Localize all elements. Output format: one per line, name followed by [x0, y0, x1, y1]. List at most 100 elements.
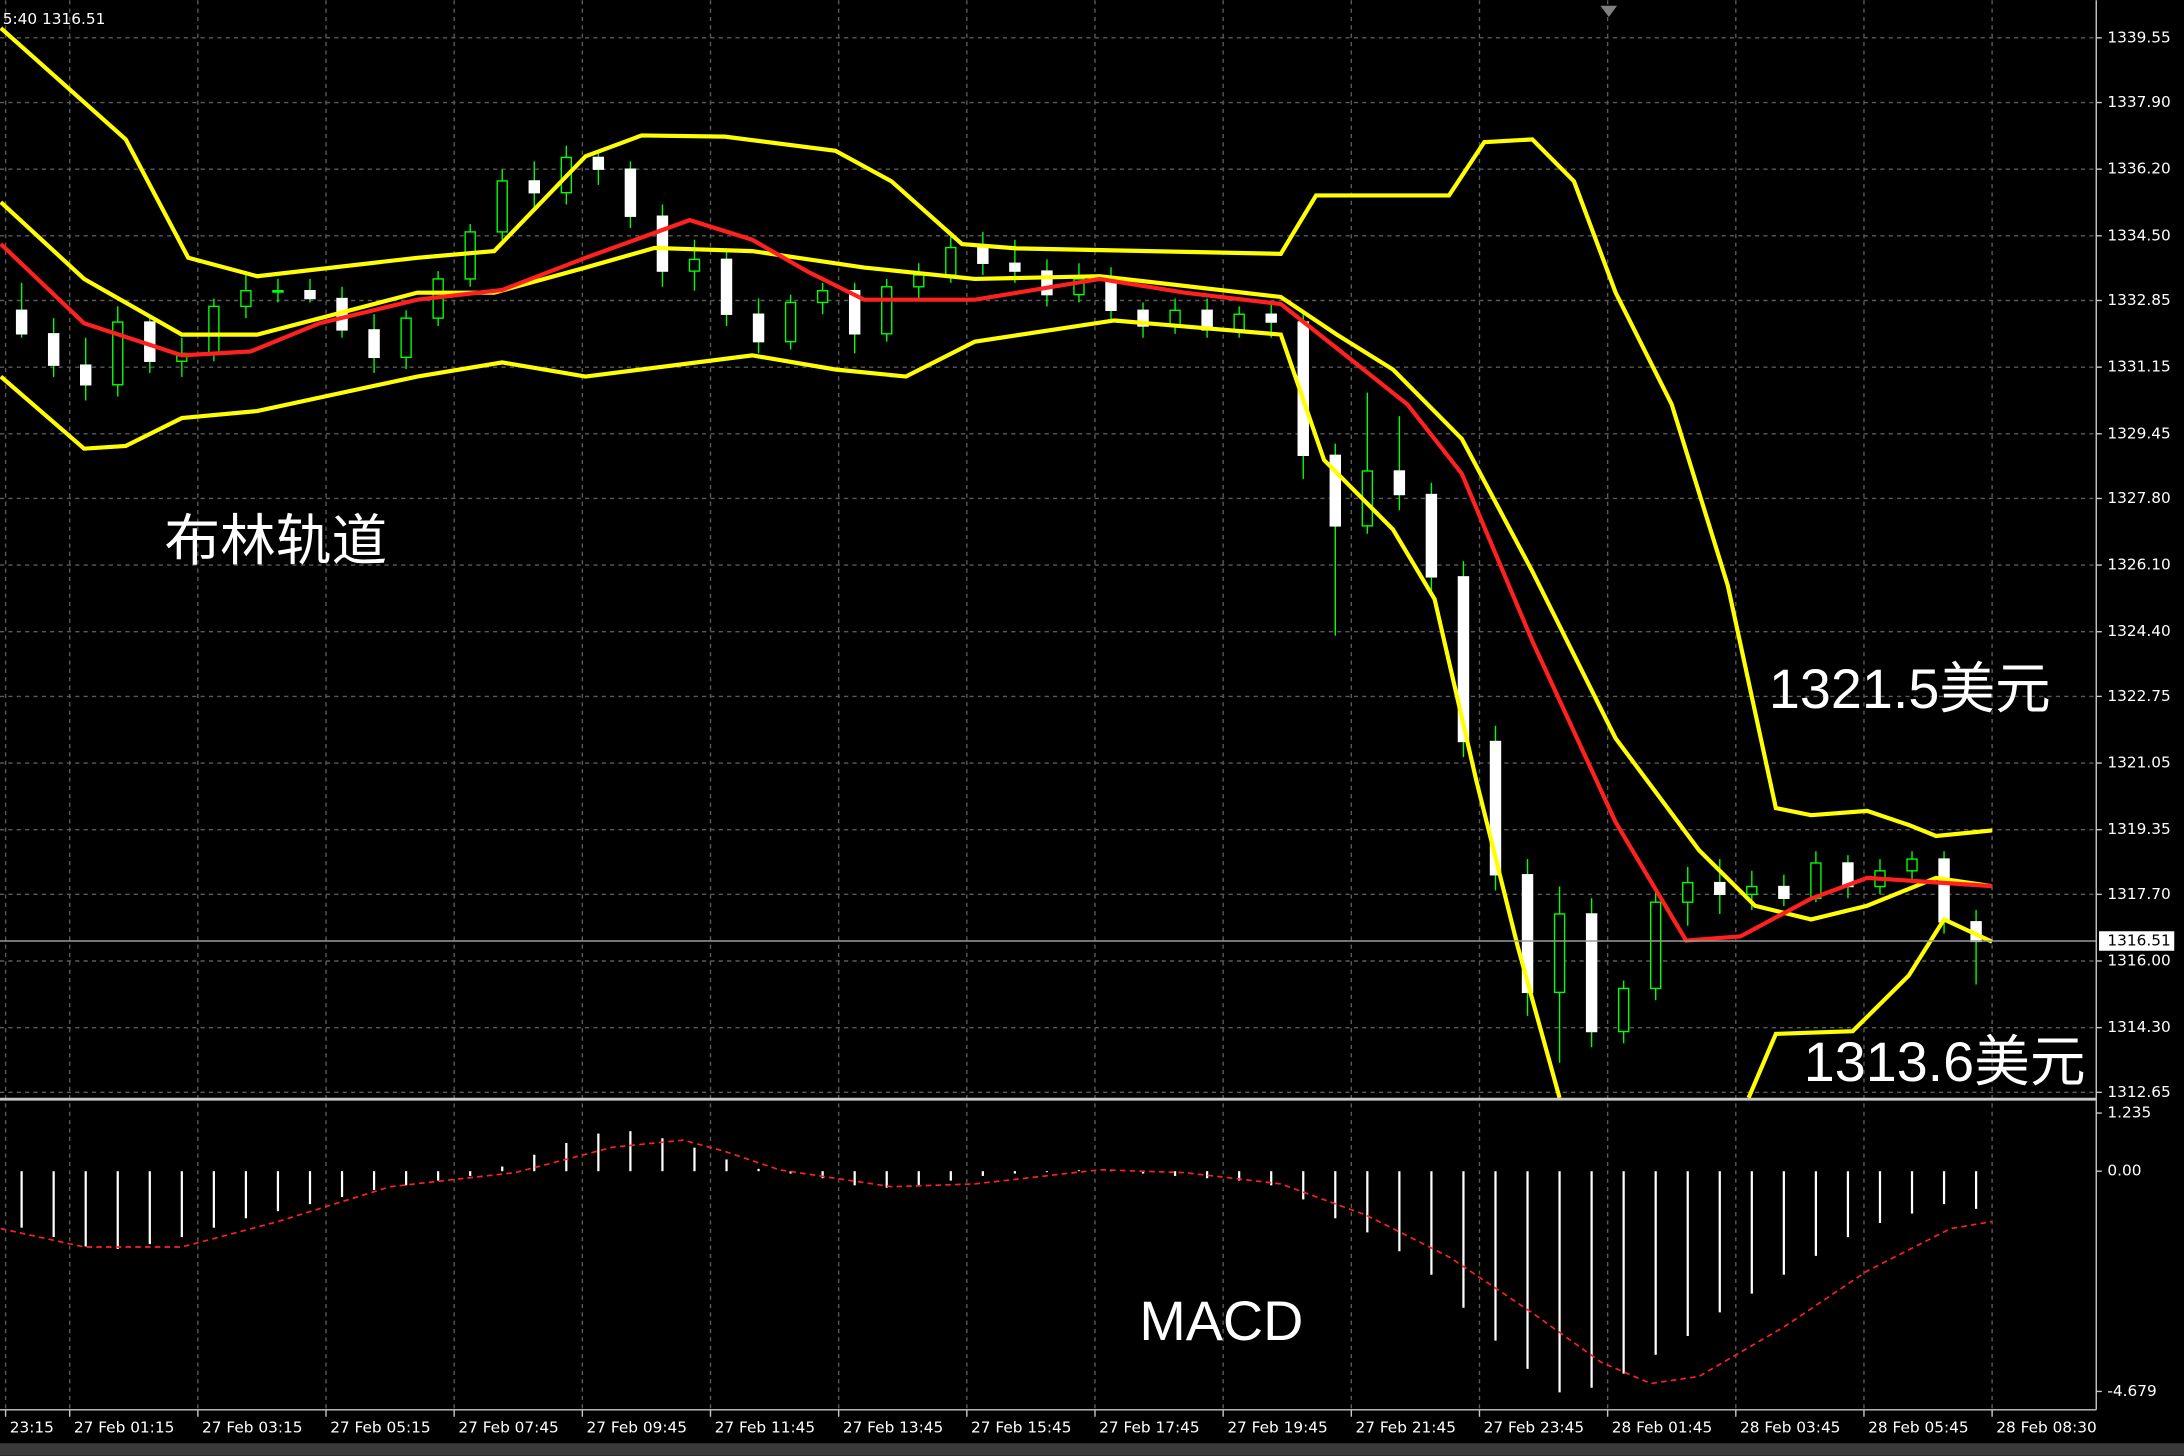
candle-body [15, 309, 28, 335]
y-tick-label: 1317.70 [2107, 885, 2170, 903]
candle-body [1329, 454, 1341, 527]
candle-body [1489, 740, 1502, 876]
candle-body [1009, 262, 1021, 272]
y-tick-label: 1334.50 [2107, 226, 2170, 244]
y-tick-label: 1322.75 [2107, 687, 2170, 705]
candle-body [1714, 881, 1726, 896]
candle-body [1137, 309, 1149, 327]
grid [0, 0, 2097, 1410]
candle-body [1457, 576, 1470, 743]
current-price-label: 1316.51 [2107, 932, 2170, 950]
current-price-box [2099, 931, 2175, 951]
candle-body [624, 168, 637, 217]
y-tick-label: 1312.65 [2107, 1083, 2170, 1101]
candle-body [272, 290, 284, 293]
candle-body [528, 180, 540, 194]
candle-body [1649, 901, 1662, 990]
y-tick-label: 1.235 [2107, 1104, 2151, 1122]
y-tick-label: 1336.20 [2107, 160, 2170, 178]
x-tick-label: 27 Feb 21:45 [1355, 1418, 1455, 1436]
y-tick-label: 1327.80 [2107, 489, 2170, 507]
candle-body [1810, 862, 1822, 899]
candle-body [784, 301, 797, 343]
candle-body [881, 286, 893, 335]
x-tick-label: 28 Feb 01:45 [1612, 1418, 1712, 1436]
candle-body [47, 333, 60, 366]
x-tick-label: 27 Feb 19:45 [1227, 1418, 1327, 1436]
candle-body [688, 258, 701, 272]
candle-body [112, 321, 124, 386]
y-tick-label: -4.679 [2107, 1382, 2156, 1400]
y-tick-label: 1326.10 [2107, 556, 2170, 574]
candle-body [816, 290, 829, 304]
y-tick-label: 0.00 [2107, 1162, 2141, 1180]
candle-body [945, 246, 957, 276]
x-tick-label: 28 Feb 08:30 [1996, 1418, 2096, 1436]
y-tick-label: 1314.30 [2107, 1018, 2170, 1036]
candle-body [1073, 278, 1085, 296]
y-tick-label: 1316.00 [2107, 951, 2170, 969]
x-tick-label: 27 Feb 11:45 [715, 1418, 815, 1436]
y-tick-label: 1332.85 [2107, 291, 2170, 309]
candle-body [656, 215, 669, 272]
candle-body [752, 313, 765, 343]
candle-body [1233, 313, 1245, 331]
candle-body [208, 305, 220, 355]
indicator-line [0, 318, 1994, 1099]
y-tick-label: 1331.15 [2107, 358, 2170, 376]
candle-body [79, 364, 92, 386]
candle-body [1265, 313, 1277, 323]
marks [0, 26, 2097, 1393]
x-tick-label: 27 Feb 01:15 [74, 1418, 174, 1436]
candle-body [1906, 858, 1918, 872]
candle-body [1425, 493, 1438, 578]
status-text: 5:40 1316.51 [3, 10, 106, 28]
candle-body [1041, 270, 1053, 296]
x-tick-label: 27 Feb 05:15 [330, 1418, 430, 1436]
y-tick-label: 1339.55 [2107, 28, 2170, 46]
candle-body [368, 329, 380, 359]
candle-body [240, 290, 252, 308]
candle-body [720, 258, 733, 315]
x-tick-label: 27 Feb 15:45 [971, 1418, 1071, 1436]
candle-body [304, 290, 316, 300]
x-tick-label: 28 Feb 03:45 [1740, 1418, 1840, 1436]
candle-body [496, 180, 508, 233]
annotation: 1313.6美元 [1804, 1031, 2086, 1093]
candle-body [1746, 885, 1758, 896]
y-tick-label: 1321.05 [2107, 754, 2170, 772]
candle-body [848, 290, 861, 335]
candle-body [592, 156, 605, 170]
candle-body [1105, 278, 1117, 311]
candle-body [1585, 913, 1598, 1033]
status-strip [0, 1443, 2184, 1456]
candle-body [1682, 881, 1694, 903]
signal-line [0, 1139, 1993, 1385]
axes: 1339.55 1337.90 1336.20 1334.50 1332.85 1331.… [4, 28, 2175, 1436]
y-tick-label: 1324.40 [2107, 622, 2170, 640]
indicator-line [0, 26, 1993, 839]
x-tick-label: 23:15 [10, 1418, 54, 1436]
y-tick-label: 1319.35 [2107, 820, 2170, 838]
candle-body [1393, 470, 1406, 496]
annotation: 布林轨道 [164, 510, 387, 572]
x-tick-label: 27 Feb 17:45 [1099, 1418, 1199, 1436]
candle-body [1521, 874, 1534, 994]
candle-body [1938, 858, 1950, 923]
x-tick-label: 27 Feb 07:45 [458, 1418, 558, 1436]
candle-body [1553, 913, 1566, 994]
candle-body [1617, 987, 1630, 1033]
x-tick-label: 27 Feb 23:45 [1484, 1418, 1584, 1436]
y-tick-label: 1337.90 [2107, 93, 2170, 111]
x-tick-label: 27 Feb 03:15 [202, 1418, 302, 1436]
x-tick-label: 27 Feb 09:45 [587, 1418, 687, 1436]
candle-body [913, 274, 925, 288]
candle-body [977, 246, 989, 264]
x-tick-label: 28 Feb 05:45 [1868, 1418, 1968, 1436]
candle-body [400, 317, 412, 359]
candle-body [1778, 885, 1790, 899]
y-tick-label: 1329.45 [2107, 424, 2170, 442]
